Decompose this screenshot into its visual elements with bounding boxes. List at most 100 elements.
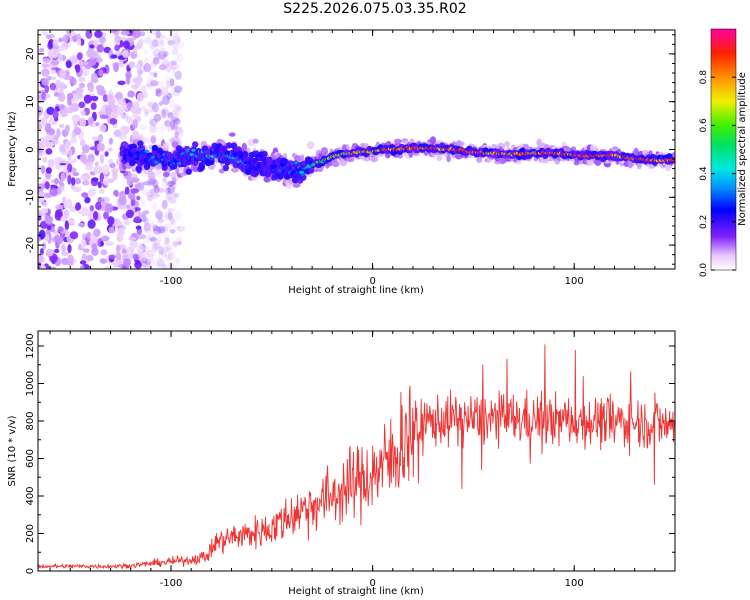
spectrogram-noise-blob (78, 82, 86, 88)
spectrogram-noise-blob (173, 120, 178, 130)
spectrogram-ridge-core (134, 157, 140, 161)
spectrogram-halo-blob (332, 160, 340, 168)
spectrogram-noise-blob (86, 48, 94, 58)
spectrogram-noise-blob (103, 211, 109, 220)
snr-xtick-label: 0 (369, 578, 375, 589)
spectrogram-noise-blob (134, 211, 139, 217)
spectrogram-noise-blob (134, 183, 142, 189)
spectrogram-noise-blob (70, 57, 78, 64)
spectrogram-noise-blob (61, 196, 67, 204)
snr-ytick-label: 800 (25, 411, 36, 430)
spectrogram-halo-blob (175, 168, 180, 175)
spectrogram-noise-blob (102, 176, 110, 186)
spectrogram-noise-blob (143, 108, 153, 114)
spectrogram-noise-blob (96, 142, 105, 152)
spectrogram-noise-blob (93, 166, 99, 175)
spectrogram-noise-blob (94, 30, 103, 38)
spectrogram-noise-blob (142, 187, 149, 196)
spectrogram-halo-blob (147, 170, 156, 180)
spectrogram-noise-blob (177, 41, 185, 49)
spectrogram-noise-blob (56, 208, 63, 218)
spectrogram-noise-blob (99, 114, 109, 119)
spectrogram-noise-blob (76, 52, 83, 61)
spectrogram-noise-blob (153, 72, 158, 78)
spectrogram-noise-blob (130, 106, 138, 114)
spectrogram-noise-blob (41, 63, 49, 69)
spectrogram-noise-blob (91, 177, 99, 182)
spectrogram-noise-blob (144, 258, 152, 265)
spectrogram-noise-blob (132, 112, 138, 119)
spectrogram-noise-blob (158, 50, 167, 60)
spectrogram-noise-blob (73, 127, 82, 135)
spectrogram-noise-blob (151, 192, 161, 199)
spectrogram-halo-blob (292, 182, 301, 188)
spectrogram-noise-blob (41, 91, 46, 101)
spectrogram-noise-blob (164, 120, 172, 127)
spectrogram-ytick-label: 0 (25, 146, 36, 152)
spectrogram-noise-blob (120, 125, 129, 135)
spectrogram-noise-blob (83, 60, 88, 66)
spectrogram-noise-blob (107, 158, 114, 164)
spectrogram-noise-blob (113, 62, 119, 73)
spectrogram-noise-blob (174, 131, 179, 139)
spectrogram-noise-blob (41, 78, 50, 86)
figure-title: S225.2026.075.03.35.R02 (283, 1, 467, 17)
spectrogram-noise-blob (40, 208, 49, 214)
spectrogram-noise-blob (109, 30, 117, 34)
spectrogram-noise-blob (162, 111, 168, 118)
spectrogram-noise-blob (88, 211, 93, 220)
spectrogram-xtick-label: 100 (565, 276, 584, 287)
spectrogram-noise-blob (154, 70, 160, 75)
spectrogram-noise-blob (140, 261, 149, 267)
spectrogram-noise-blob (117, 80, 126, 86)
spectrogram-noise-blob (171, 88, 176, 93)
spectrogram-noise-blob (168, 252, 173, 260)
spectrogram-noise-blob (157, 79, 165, 89)
spectrogram-noise-blob (41, 68, 50, 77)
spectrogram-noise-blob (145, 80, 154, 90)
spectrogram-noise-blob (126, 176, 134, 187)
spectrogram-noise-blob (166, 207, 176, 212)
spectrogram-noise-blob (79, 117, 87, 128)
spectrogram-noise-blob (156, 208, 162, 214)
spectrogram-noise-blob (161, 107, 169, 115)
spectrogram-noise-blob (155, 88, 162, 93)
spectrogram-noise-blob (172, 193, 179, 198)
spectrogram-noise-blob (65, 60, 72, 69)
spectrogram-noise-blob (81, 144, 90, 154)
spectrogram-noise-blob (67, 175, 72, 185)
spectrogram-noise-blob (174, 210, 182, 221)
spectrogram-noise-blob (168, 99, 176, 110)
spectrogram-halo-blob (228, 132, 236, 137)
spectrogram-noise-blob (167, 112, 174, 119)
spectrogram-ridge-blob (192, 141, 199, 148)
spectrogram-noise-blob (153, 237, 163, 243)
spectrogram-ridge-blob (221, 145, 228, 152)
spectrogram-ridge-blob (308, 167, 315, 174)
spectrogram-noise-blob (113, 259, 123, 265)
spectrogram-noise-blob (146, 36, 152, 45)
spectrogram-noise-blob (132, 177, 140, 183)
spectrogram-noise-blob (55, 79, 61, 86)
spectrogram-noise-blob (149, 256, 154, 267)
spectrogram-ridge-core (300, 172, 306, 177)
spectrogram-noise-blob (162, 241, 170, 249)
spectrogram-noise-blob (145, 83, 154, 88)
spectrogram-noise-blob (69, 231, 79, 240)
spectrogram-marks (38, 30, 675, 269)
colorbar-gradient (711, 29, 736, 270)
spectrogram-noise-blob (152, 48, 161, 57)
spectrogram-noise-blob (38, 229, 46, 240)
spectrogram-noise-blob (157, 249, 166, 255)
spectrogram-noise-blob (57, 92, 66, 103)
spectrogram-noise-blob (141, 39, 148, 44)
spectrogram-noise-blob (177, 240, 182, 245)
spectrogram-noise-blob (152, 39, 159, 48)
spectrogram-noise-blob (155, 169, 163, 176)
spectrogram-noise-blob (143, 216, 149, 226)
spectrogram-noise-blob (145, 255, 155, 263)
spectrogram-noise-blob (157, 251, 164, 261)
spectrogram-noise-blob (95, 122, 100, 127)
spectrogram-noise-blob (170, 63, 180, 70)
